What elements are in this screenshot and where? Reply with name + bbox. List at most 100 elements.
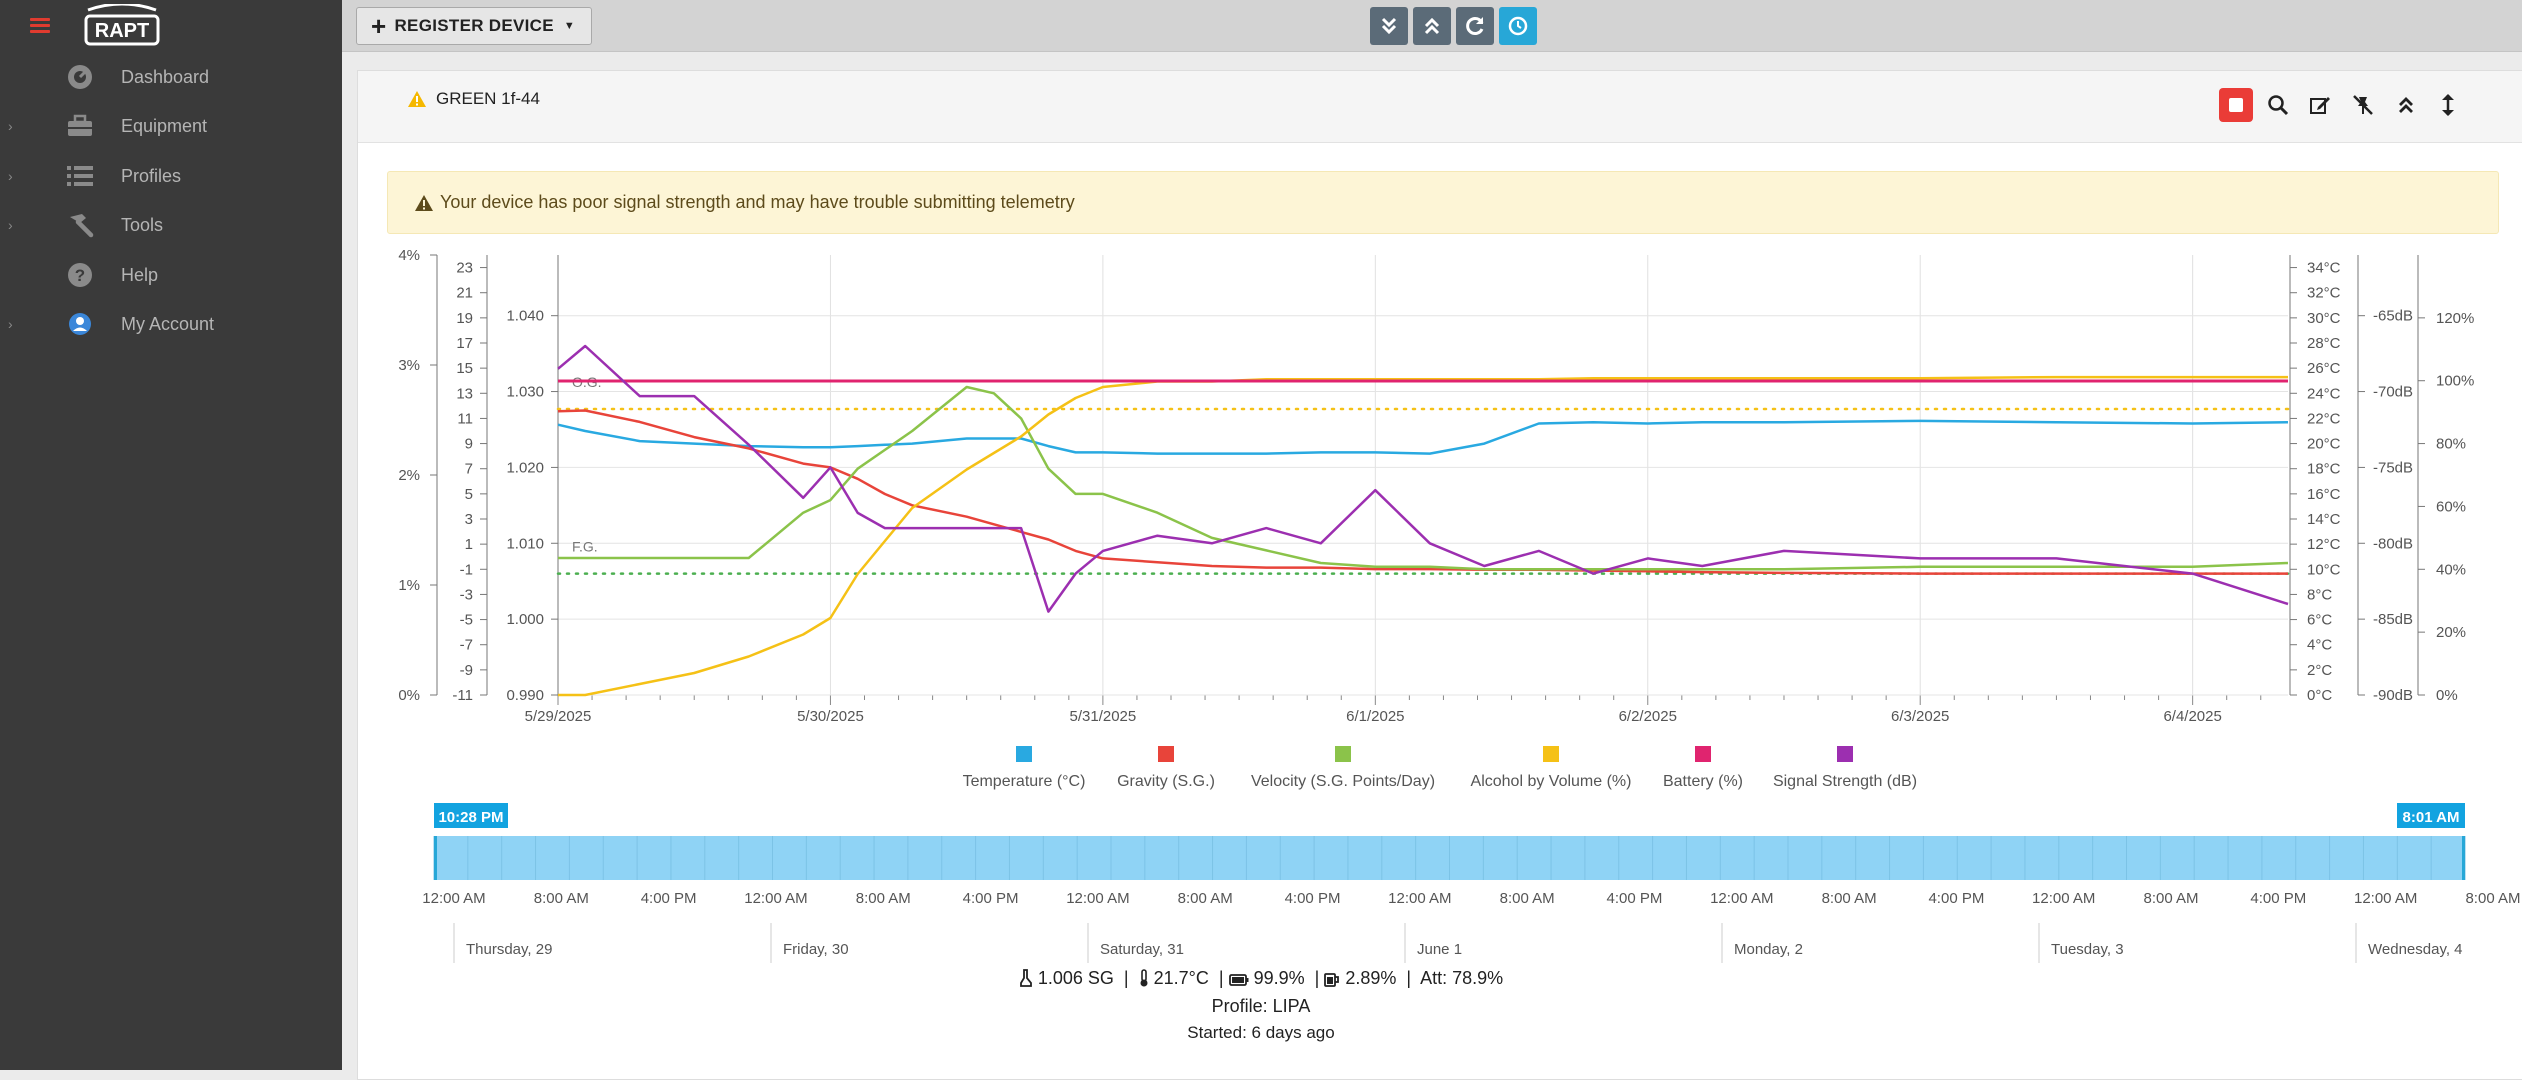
velocity-tick-label: -7 bbox=[460, 637, 473, 654]
velocity-tick-label: -11 bbox=[452, 687, 473, 704]
resize-vertical-button[interactable] bbox=[2431, 88, 2465, 122]
temperature-tick-label: 14°C bbox=[2307, 511, 2341, 528]
sidebar-item-my-account[interactable]: › My Account bbox=[0, 300, 342, 348]
sidebar-item-equipment[interactable]: › Equipment bbox=[0, 102, 342, 150]
stop-button[interactable] bbox=[2219, 88, 2253, 122]
battery-icon bbox=[1228, 970, 1249, 991]
top-bar: + REGISTER DEVICE ▼ bbox=[342, 0, 2522, 52]
velocity-tick-label: -3 bbox=[460, 586, 473, 603]
device-name[interactable]: GREEN 1f-44 bbox=[436, 89, 540, 108]
navigator-start-badge bbox=[434, 803, 508, 828]
hamburger-menu-icon[interactable] bbox=[30, 18, 50, 34]
edit-button[interactable] bbox=[2303, 88, 2337, 122]
search-button[interactable] bbox=[2261, 88, 2295, 122]
summary-abv: 2.89% bbox=[1345, 968, 1397, 988]
sidebar-item-label: Tools bbox=[121, 214, 164, 235]
collapse-all-button[interactable] bbox=[1370, 7, 1408, 45]
legend-label: Signal Strength (dB) bbox=[1773, 773, 1917, 790]
temperature-tick-label: 12°C bbox=[2307, 536, 2341, 553]
sidebar-item-label: Help bbox=[121, 264, 159, 285]
velocity-tick-label: 7 bbox=[465, 461, 473, 478]
alert-text: Your device has poor signal strength and… bbox=[440, 192, 1075, 212]
navigator-time-label: 12:00 AM bbox=[744, 890, 807, 907]
legend-swatch bbox=[1158, 746, 1174, 762]
temperature-tick-label: 20°C bbox=[2307, 436, 2341, 453]
navigator-day-label: Friday, 30 bbox=[783, 941, 849, 958]
register-device-button[interactable]: + REGISTER DEVICE ▼ bbox=[356, 7, 592, 45]
abv-tick-label: 1% bbox=[398, 577, 420, 594]
legend-item[interactable]: Velocity (S.G. Points/Day) bbox=[1251, 746, 1435, 790]
unpin-button[interactable] bbox=[2346, 88, 2380, 122]
velocity-tick-label: 3 bbox=[465, 511, 473, 528]
user-circle-icon bbox=[66, 310, 94, 338]
abv-icon bbox=[1324, 971, 1340, 992]
temperature-tick-label: 26°C bbox=[2307, 360, 2341, 377]
velocity-tick-label: -1 bbox=[460, 561, 473, 578]
temperature-tick-label: 4°C bbox=[2307, 637, 2332, 654]
sidebar-item-tools[interactable]: › Tools bbox=[0, 201, 342, 249]
battery-tick-label: 40% bbox=[2436, 561, 2466, 578]
refresh-icon bbox=[1466, 17, 1484, 35]
signal-tick-label: -70dB bbox=[2373, 384, 2413, 401]
abv-tick-label: 3% bbox=[398, 357, 420, 374]
battery-tick-label: 80% bbox=[2436, 436, 2466, 453]
abv-tick-label: 2% bbox=[398, 467, 420, 484]
warning-triangle-icon bbox=[415, 194, 433, 211]
device-panel: GREEN 1f-44 Your device has poor signal … bbox=[357, 70, 2522, 1080]
legend-item[interactable]: Gravity (S.G.) bbox=[1117, 746, 1215, 790]
velocity-tick-label: 11 bbox=[457, 410, 473, 427]
series-line bbox=[558, 385, 2289, 571]
navigator-start-label: 10:28 PM bbox=[438, 809, 503, 826]
expand-all-button[interactable] bbox=[1413, 7, 1451, 45]
velocity-tick-label: 23 bbox=[456, 260, 473, 277]
legend-item[interactable]: Signal Strength (dB) bbox=[1773, 746, 1917, 790]
navigator-time-label: 8:00 AM bbox=[2144, 890, 2199, 907]
temperature-tick-label: 22°C bbox=[2307, 410, 2341, 427]
legend-label: Velocity (S.G. Points/Day) bbox=[1251, 773, 1435, 790]
reference-line-label: F.G. bbox=[572, 539, 598, 555]
gravity-tick-label: 1.000 bbox=[506, 611, 544, 628]
warning-triangle-icon bbox=[408, 91, 426, 107]
gravity-tick-label: 1.030 bbox=[506, 384, 544, 401]
temperature-tick-label: 28°C bbox=[2307, 335, 2341, 352]
velocity-tick-label: 9 bbox=[465, 436, 473, 453]
rapt-logo[interactable]: RAPT bbox=[82, 4, 162, 48]
velocity-tick-label: 13 bbox=[456, 385, 473, 402]
navigator-day-label: June 1 bbox=[1417, 941, 1462, 958]
navigator-time-label: 8:00 AM bbox=[856, 890, 911, 907]
navigator-handle-right[interactable] bbox=[2462, 836, 2465, 880]
sidebar-item-label: Equipment bbox=[121, 115, 208, 136]
refresh-button[interactable] bbox=[1456, 7, 1494, 45]
sidebar-item-profiles[interactable]: › Profiles bbox=[0, 152, 342, 200]
legend-item[interactable]: Battery (%) bbox=[1663, 746, 1743, 790]
abv-tick-label: 4% bbox=[398, 247, 420, 264]
sidebar: RAPT Dashboard › Equipment › Profiles › … bbox=[0, 0, 342, 1070]
legend-swatch bbox=[1335, 746, 1351, 762]
legend-swatch bbox=[1837, 746, 1853, 762]
battery-tick-label: 100% bbox=[2436, 373, 2474, 390]
thermometer-icon bbox=[1139, 969, 1149, 992]
x-tick-label: 6/4/2025 bbox=[2163, 708, 2221, 725]
legend-item[interactable]: Temperature (°C) bbox=[963, 746, 1086, 790]
sidebar-item-label: Profiles bbox=[121, 165, 182, 186]
legend-item[interactable]: Alcohol by Volume (%) bbox=[1471, 746, 1632, 790]
navigator-time-label: 12:00 AM bbox=[2354, 890, 2417, 907]
toolbox-icon bbox=[66, 112, 94, 140]
series-line bbox=[557, 409, 2288, 575]
sidebar-item-dashboard[interactable]: Dashboard bbox=[0, 53, 342, 101]
x-tick-label: 5/30/2025 bbox=[797, 708, 864, 725]
chevron-right-icon: › bbox=[8, 316, 13, 332]
collapse-up-button[interactable] bbox=[2389, 88, 2423, 122]
clock-button[interactable] bbox=[1499, 7, 1537, 45]
navigator-handle-left[interactable] bbox=[434, 836, 437, 880]
caret-down-icon: ▼ bbox=[563, 20, 576, 32]
sidebar-item-help[interactable]: ? Help bbox=[0, 251, 342, 299]
signal-tick-label: -75dB bbox=[2373, 459, 2413, 476]
plus-icon: + bbox=[371, 11, 387, 41]
summary-temperature: 21.7°C bbox=[1153, 968, 1209, 988]
battery-tick-label: 0% bbox=[2436, 687, 2458, 704]
x-tick-label: 6/1/2025 bbox=[1346, 708, 1404, 725]
summary-stats: 1.006 SG | 21.7°C | 99.9% | 2.89% | Att:… bbox=[0, 968, 2522, 992]
navigator-day-label: Thursday, 29 bbox=[466, 941, 552, 958]
